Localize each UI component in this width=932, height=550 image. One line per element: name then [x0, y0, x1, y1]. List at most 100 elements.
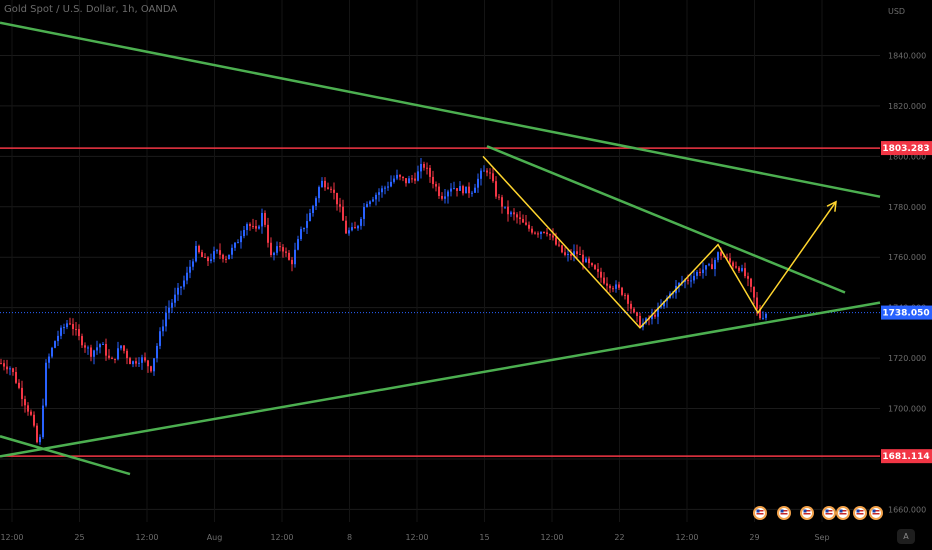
us-flag-icon[interactable]	[753, 506, 767, 520]
candle-body	[153, 358, 155, 372]
y-tick-label: 1760.000	[888, 253, 926, 262]
candle-body	[345, 220, 347, 234]
time-axis[interactable]: 12:00 25 12:00 Aug 12:00 8 12:00 15 12:00 22 12:00…	[0, 533, 829, 542]
projection-line	[482, 155, 837, 329]
candle-body	[33, 414, 35, 426]
candle-body	[576, 251, 578, 254]
candle-body	[276, 246, 278, 253]
candle-body	[177, 287, 179, 295]
candle-body	[399, 174, 401, 177]
candle-body	[387, 186, 389, 188]
candle-body	[90, 347, 92, 357]
candle-body	[27, 405, 29, 412]
candle-body	[300, 229, 302, 240]
candle-body	[159, 331, 161, 346]
mid-trendline	[486, 145, 846, 294]
auto-scale-button[interactable]: A	[897, 529, 915, 544]
candle-body	[75, 329, 77, 331]
candle-body	[54, 341, 56, 348]
flag-stripe	[803, 513, 811, 515]
candle-body	[267, 224, 269, 243]
candle-body	[660, 306, 662, 308]
candle-body	[240, 236, 242, 243]
candle-body	[282, 247, 284, 252]
y-tick-label: 1820.000	[888, 102, 926, 111]
candle-body	[42, 405, 44, 438]
event-flags[interactable]	[753, 506, 883, 520]
candle-body	[423, 163, 425, 168]
candle-body	[258, 226, 260, 229]
candle-body	[459, 186, 461, 191]
candle-body	[195, 245, 197, 262]
candle-body	[621, 287, 623, 295]
candle-body	[348, 230, 350, 234]
candle-body	[63, 327, 65, 329]
candle-body	[462, 186, 464, 194]
x-tick-label: 29	[749, 533, 759, 542]
candle-body	[99, 344, 101, 348]
candle-body	[627, 295, 629, 304]
candle-body	[246, 224, 248, 231]
candle-body	[255, 226, 257, 229]
candle-body	[741, 268, 743, 271]
candle-body	[297, 239, 299, 250]
candle-body	[579, 253, 581, 255]
us-flag-icon[interactable]	[836, 506, 850, 520]
candle-body	[603, 277, 605, 284]
candle-body	[3, 363, 5, 367]
flag-stripe	[825, 513, 833, 515]
candle-body	[753, 286, 755, 298]
us-flag-icon[interactable]	[800, 506, 814, 520]
candle-body	[216, 250, 218, 252]
candle-body	[591, 263, 593, 266]
flag-stripe	[839, 513, 847, 515]
candle-body	[762, 317, 764, 319]
trendlines	[0, 21, 881, 476]
candle-body	[30, 411, 32, 415]
candle-body	[744, 268, 746, 277]
price-level-tag	[881, 305, 932, 320]
candle-body	[417, 171, 419, 181]
candle-body	[600, 271, 602, 278]
candle-body	[39, 437, 41, 443]
candle-body	[585, 258, 587, 263]
us-flag-icon[interactable]	[777, 506, 791, 520]
candle-body	[78, 329, 80, 337]
us-flag-icon[interactable]	[822, 506, 836, 520]
candle-body	[360, 218, 362, 226]
candle-body	[15, 372, 17, 383]
flag-stripe	[756, 510, 764, 512]
price-level-tag	[881, 141, 932, 156]
price-level-label: 1738.050	[882, 309, 929, 319]
price-axis[interactable]: USD 1840.000 1820.000 1800.000 1780.000 1760.…	[881, 7, 932, 514]
candle-body	[651, 314, 653, 320]
candle-body	[144, 357, 146, 361]
candle-body	[135, 361, 137, 364]
candle-body	[117, 348, 119, 360]
candlesticks	[0, 157, 767, 445]
candle-body	[699, 271, 701, 274]
us-flag-icon[interactable]	[869, 506, 883, 520]
candle-body	[252, 226, 254, 228]
candle-body	[243, 230, 245, 237]
candle-body	[531, 228, 533, 233]
candle-body	[444, 196, 446, 199]
candle-body	[750, 278, 752, 287]
candle-body	[285, 251, 287, 253]
candle-body	[438, 186, 440, 197]
candle-body	[510, 212, 512, 215]
x-tick-label: 12:00	[135, 533, 158, 542]
candle-body	[588, 258, 590, 264]
candle-body	[354, 227, 356, 229]
candle-body	[21, 387, 23, 400]
candle-body	[6, 366, 8, 370]
candle-body	[435, 184, 437, 187]
upper-trendline	[0, 21, 881, 198]
candle-body	[114, 358, 116, 360]
candle-body	[711, 264, 713, 270]
us-flag-icon[interactable]	[853, 506, 867, 520]
candle-body	[264, 213, 266, 225]
candle-body	[0, 363, 2, 365]
candle-body	[447, 191, 449, 197]
